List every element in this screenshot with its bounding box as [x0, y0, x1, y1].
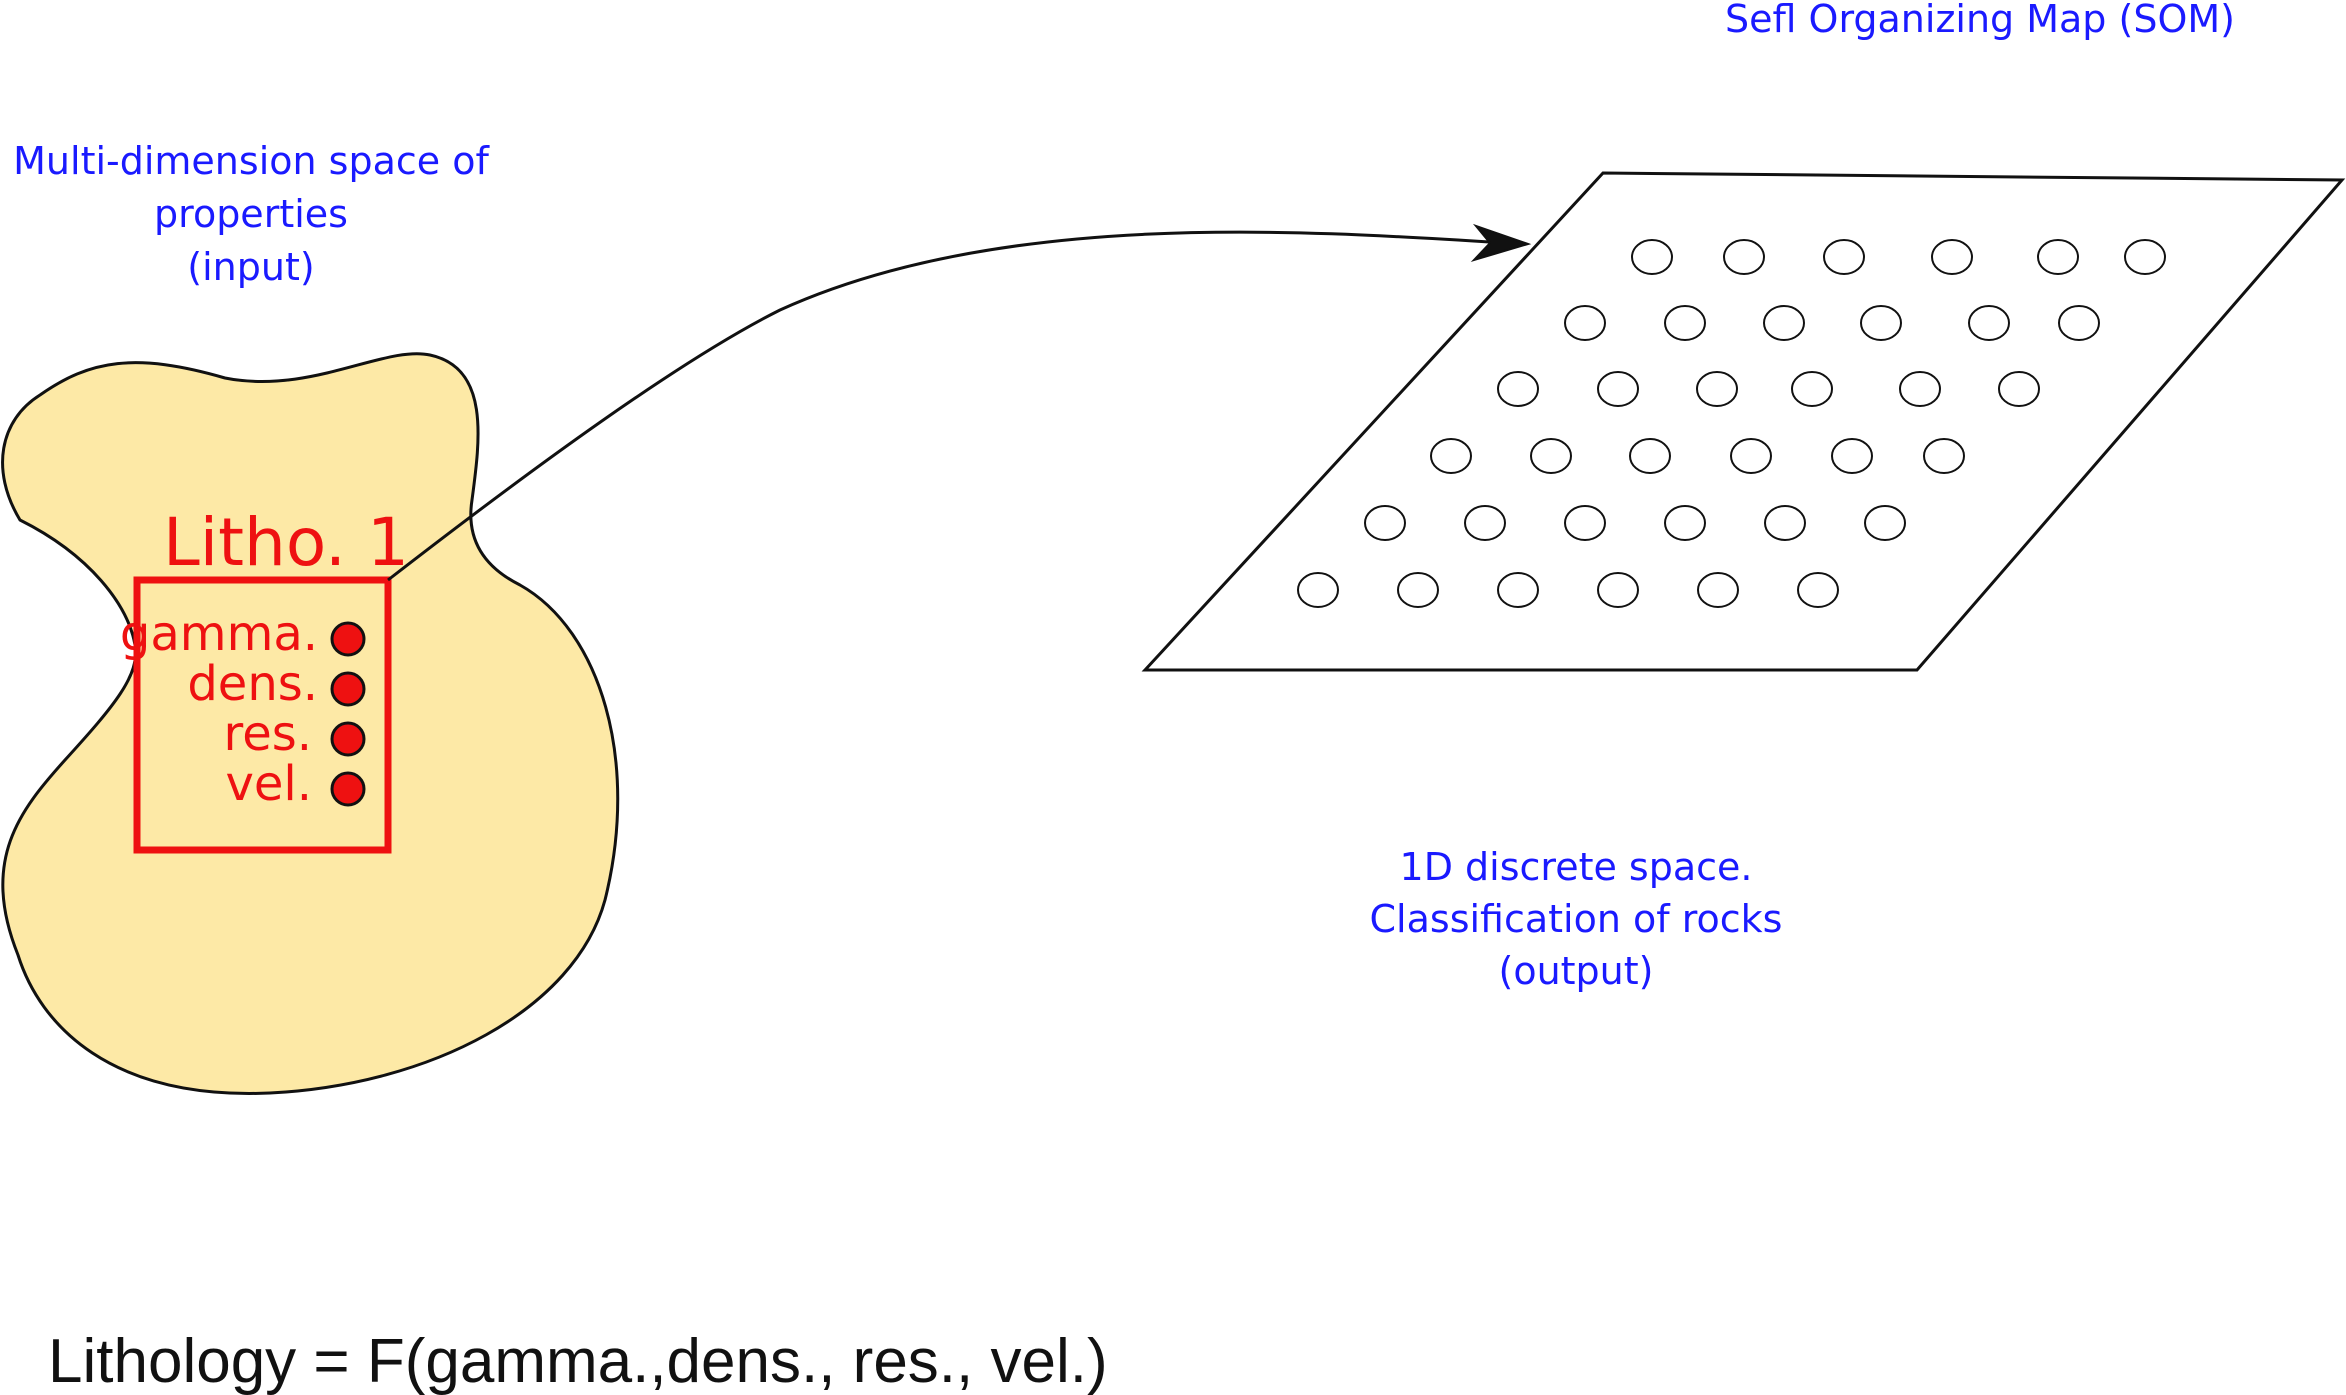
output-label-line1: 1D discrete space.	[1400, 845, 1753, 889]
som-node	[1931, 239, 1973, 275]
property-label-res: res.	[224, 706, 312, 762]
property-label-dens: dens.	[187, 656, 318, 712]
output-label-line2: Classification of rocks	[1370, 897, 1783, 941]
input-label-line2: properties	[154, 192, 348, 236]
som-node	[1397, 572, 1439, 608]
input-label-line1: Multi-dimension space of	[13, 139, 490, 183]
som-node	[1923, 438, 1965, 474]
som-node	[1764, 505, 1806, 541]
som-node	[1723, 239, 1765, 275]
som-plane	[1141, 171, 2346, 672]
som-node	[1497, 572, 1539, 608]
property-node-gamma	[330, 621, 366, 657]
som-node	[1998, 371, 2040, 407]
lithology-formula: Lithology = F(gamma.,dens., res., vel.)	[48, 1327, 1108, 1395]
som-title: Sefl Organizing Map (SOM)	[1725, 0, 2235, 41]
som-node	[1831, 438, 1873, 474]
som-node	[2037, 239, 2079, 275]
litho-title: Litho. 1	[163, 504, 409, 581]
input-space-blob	[1, 352, 620, 1095]
som-node	[1823, 239, 1865, 275]
som-node	[1631, 239, 1673, 275]
property-label-gamma: gamma.	[120, 606, 318, 662]
som-node-grid	[1297, 239, 2166, 608]
property-label-vel: vel.	[225, 756, 312, 812]
som-node	[1968, 305, 2010, 341]
som-node	[1696, 371, 1738, 407]
som-node	[1297, 572, 1339, 608]
som-node	[1797, 572, 1839, 608]
property-node-dens	[330, 671, 366, 707]
som-node	[1763, 305, 1805, 341]
litho-box	[133, 576, 392, 854]
som-node	[1899, 371, 1941, 407]
som-node	[1464, 505, 1506, 541]
input-label-line3: (input)	[187, 245, 314, 289]
som-node	[1697, 572, 1739, 608]
som-node	[1860, 305, 1902, 341]
som-node	[1791, 371, 1833, 407]
property-node-res	[330, 721, 366, 757]
som-node	[1629, 438, 1671, 474]
som-node	[1664, 505, 1706, 541]
mapping-arrow	[387, 230, 1506, 582]
som-node	[1364, 505, 1406, 541]
property-node-vel	[330, 771, 366, 807]
arrowhead-icon	[1470, 223, 1532, 263]
som-node	[1530, 438, 1572, 474]
som-node	[1664, 305, 1706, 341]
som-node	[1564, 505, 1606, 541]
som-node	[1430, 438, 1472, 474]
som-node	[1730, 438, 1772, 474]
som-node	[2124, 239, 2166, 275]
som-node	[1597, 572, 1639, 608]
som-node	[1864, 505, 1906, 541]
output-label-line3: (output)	[1499, 949, 1654, 993]
som-node	[2058, 305, 2100, 341]
som-node	[1597, 371, 1639, 407]
som-node	[1564, 305, 1606, 341]
som-node	[1497, 371, 1539, 407]
